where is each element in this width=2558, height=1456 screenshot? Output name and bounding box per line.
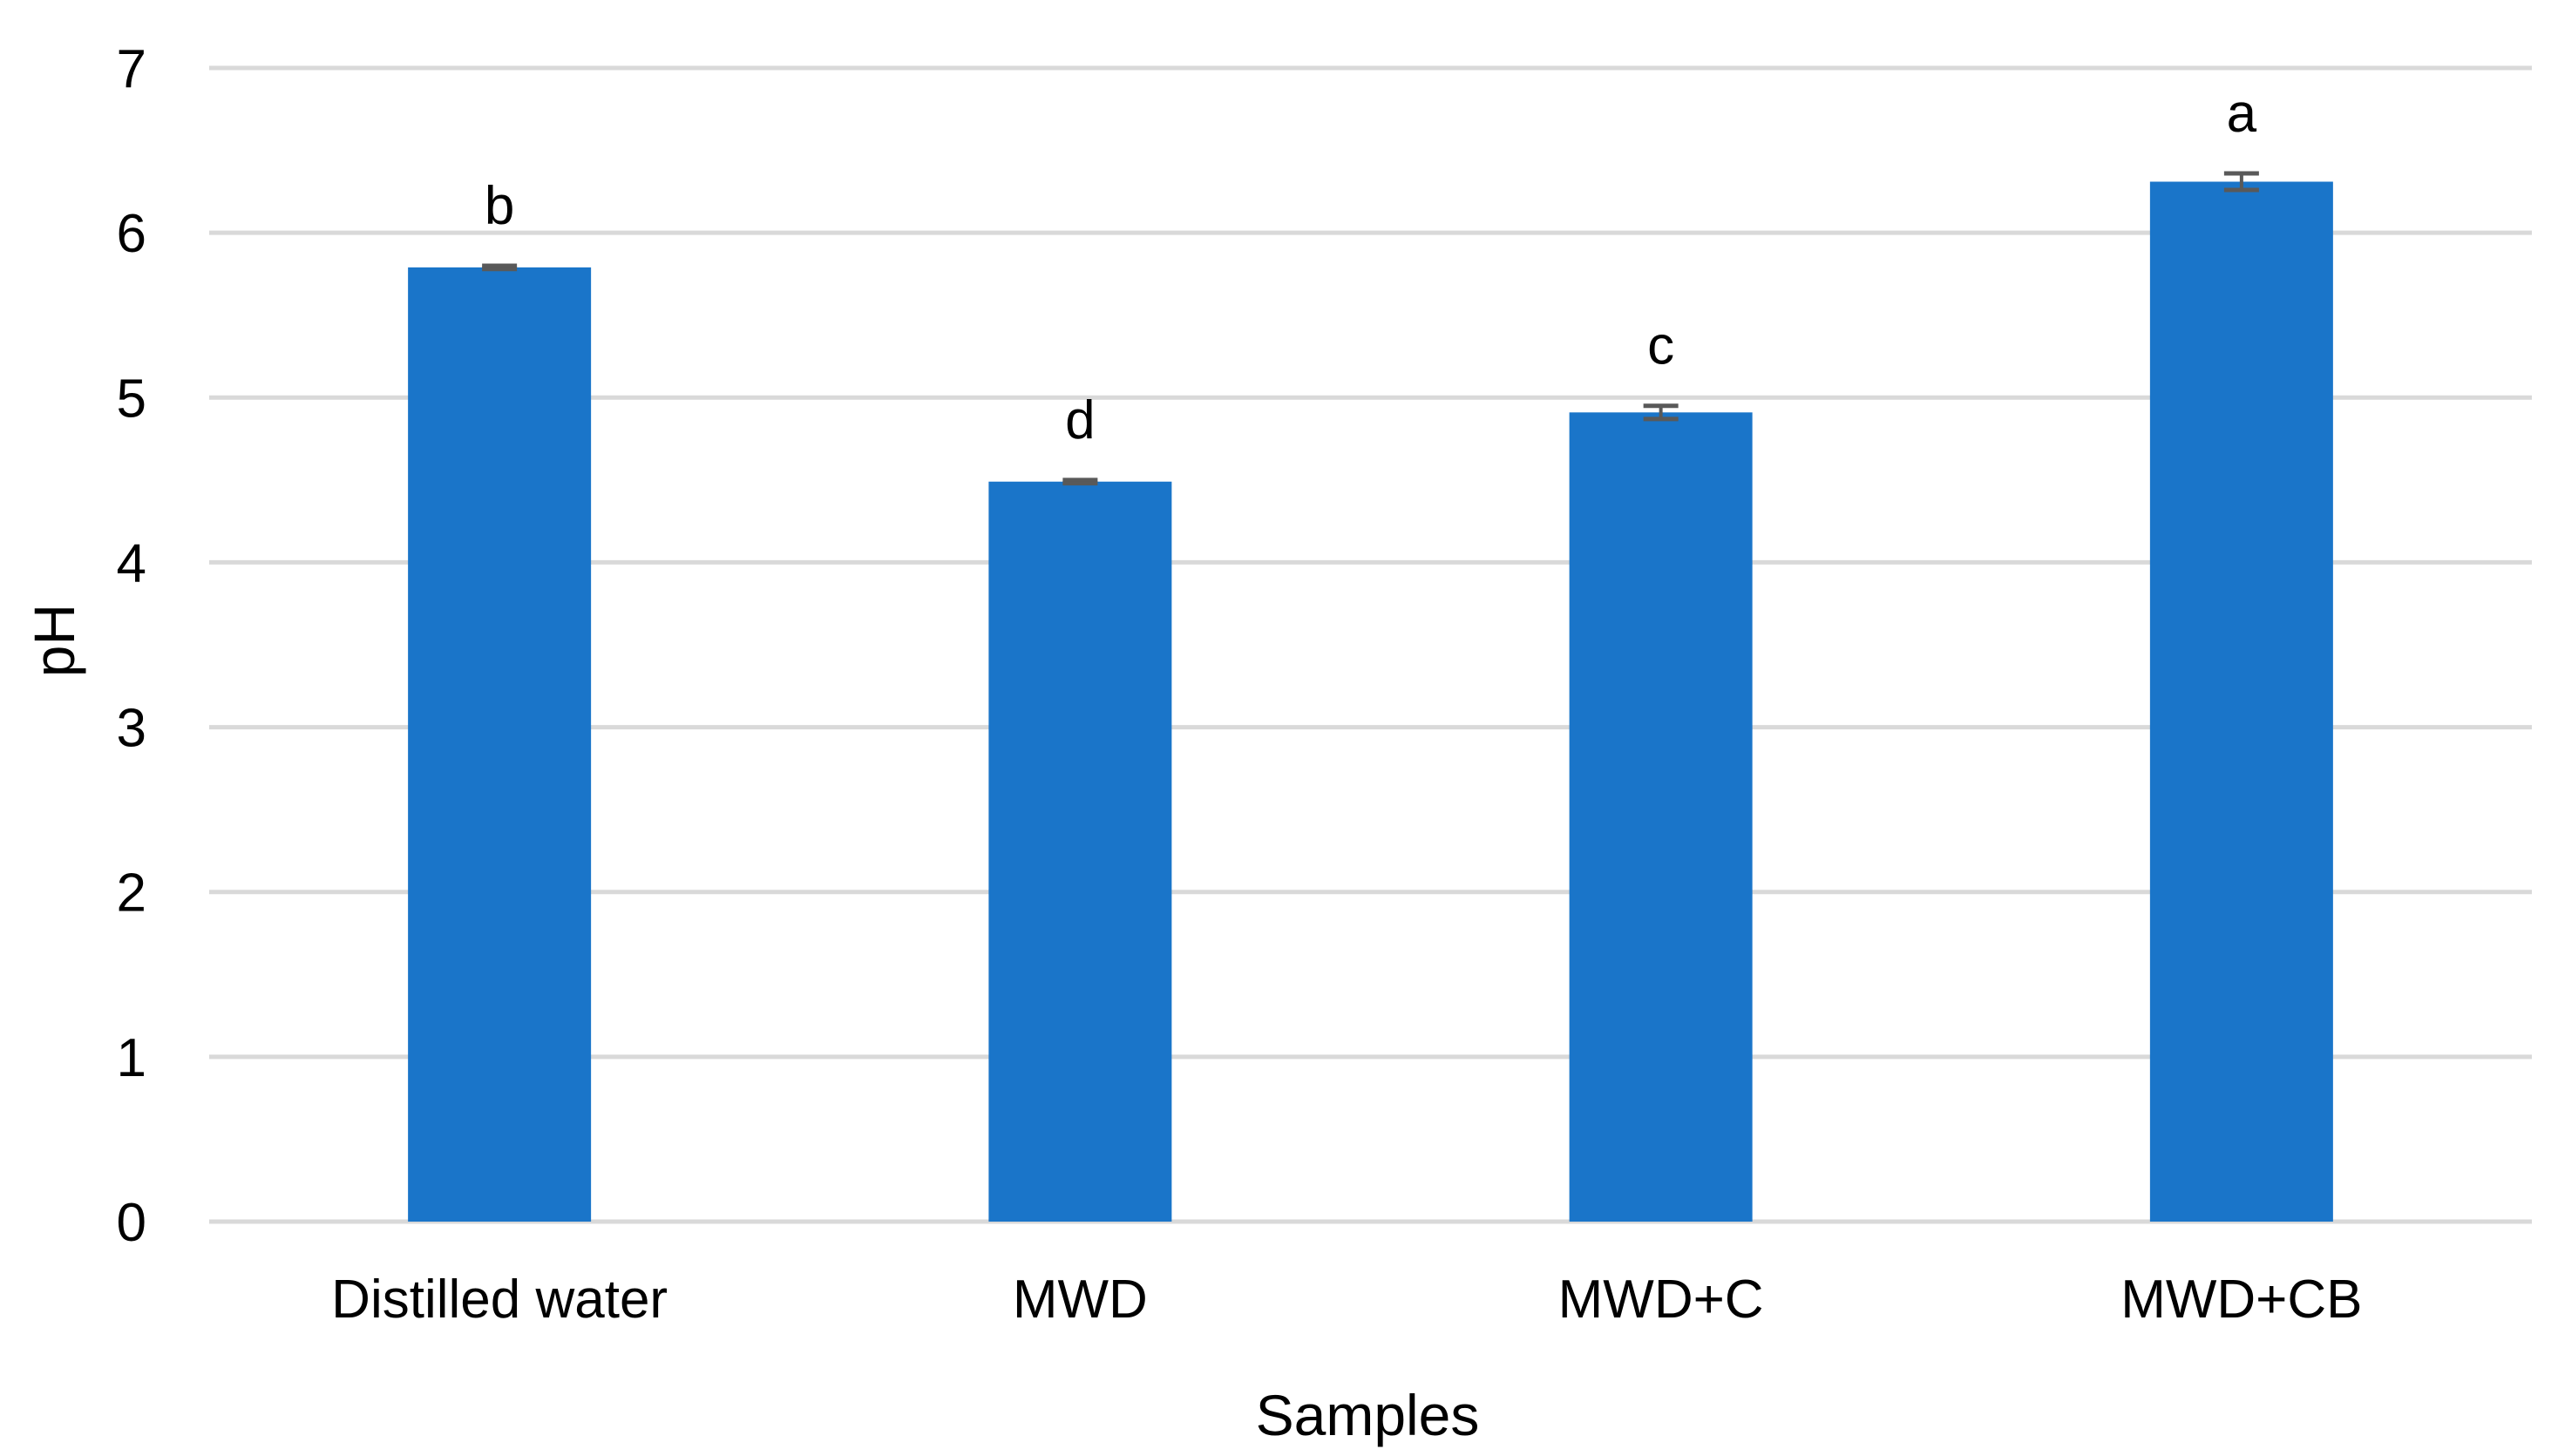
y-tick-label: 7 [117,39,146,99]
significance-label: b [485,176,514,236]
bar-3 [2149,181,2333,1222]
y-tick-label: 2 [117,863,146,924]
bar-1 [988,481,1172,1222]
y-axis-title: pH [22,604,86,677]
y-tick-label: 3 [117,699,146,759]
error-bars [482,171,2259,486]
x-axis-title: Samples [1256,1383,1480,1447]
x-category-label: MWD+C [1558,1270,1764,1330]
y-tick-label: 4 [117,533,146,593]
significance-label: c [1647,316,1674,376]
x-category-label: MWD+CB [2120,1270,2362,1330]
bar-0 [408,267,592,1222]
significance-labels: b d c a [485,84,2257,450]
y-tick-label: 6 [117,204,146,264]
x-category-label: MWD [1013,1270,1148,1330]
x-axis-categories: Distilled water MWD MWD+C MWD+CB [331,1270,2362,1330]
significance-label: a [2227,84,2257,144]
y-tick-label: 1 [117,1028,146,1088]
significance-label: d [1065,390,1095,450]
x-category-label: Distilled water [331,1270,668,1330]
y-tick-label: 0 [117,1193,146,1253]
y-tick-label: 5 [117,369,146,429]
bar-2 [1569,412,1753,1222]
bars [408,181,2333,1222]
gridlines [209,65,2532,1224]
y-axis-ticks: 0 1 2 3 4 5 6 7 [117,39,146,1253]
